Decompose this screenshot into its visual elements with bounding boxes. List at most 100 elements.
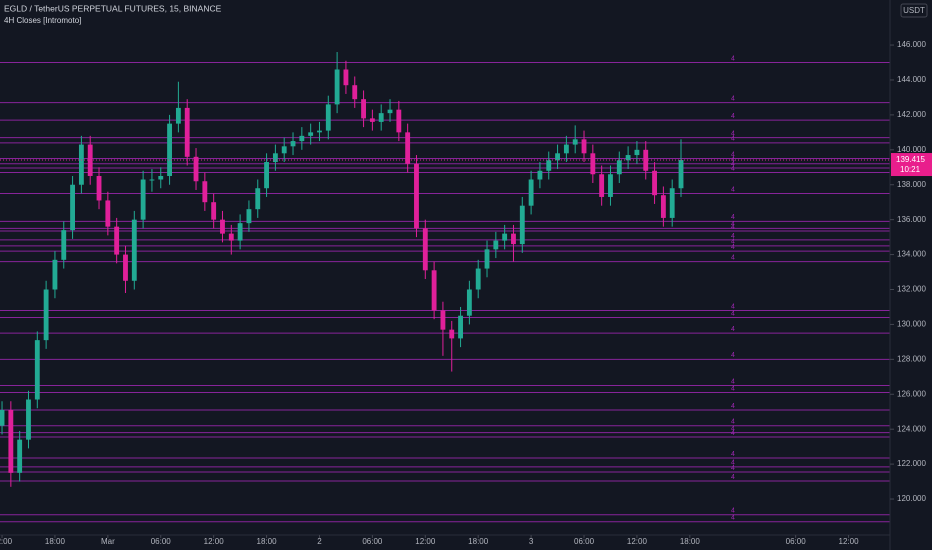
y-tick-label: 128.000 (897, 354, 926, 363)
level-label: 4 (731, 310, 735, 317)
candle-body (502, 233, 508, 241)
candle-body (202, 181, 208, 203)
y-tick-label: 138.000 (897, 180, 926, 189)
candle-body (608, 174, 613, 197)
level-label: 4 (731, 426, 735, 433)
candle-body (78, 144, 84, 185)
level-label: 4 (731, 326, 735, 333)
level-label: 4 (731, 55, 735, 62)
candle-body (184, 107, 190, 157)
level-label: 4 (731, 130, 735, 137)
level-label: 4 (731, 157, 735, 164)
x-tick-label: 18:00 (257, 537, 278, 546)
candle-body (211, 202, 217, 220)
candle-body (449, 329, 455, 339)
level-label: 4 (731, 385, 735, 392)
candle-body (237, 223, 243, 241)
candle-body (563, 144, 569, 154)
level-label: 4 (731, 465, 735, 472)
x-tick-label: 12:00 (839, 537, 860, 546)
x-tick-label: 18:00 (468, 537, 489, 546)
y-tick-label: 122.000 (897, 459, 926, 468)
candle-body (26, 399, 31, 440)
candle-body (369, 118, 375, 122)
candle-body (590, 153, 596, 175)
x-tick-label: 12:00 (415, 537, 436, 546)
plot-area: 444444444444444444444444444444444 (0, 52, 890, 523)
currency-button[interactable] (900, 3, 928, 18)
level-label: 4 (731, 161, 735, 168)
symbol-title: EGLD / TetherUS PERPETUAL FUTURES, 15, B… (4, 3, 222, 13)
x-tick-label: 18:00 (45, 537, 66, 546)
level-label: 4 (731, 96, 735, 103)
candle-body (228, 233, 234, 241)
candle-body (299, 135, 305, 142)
level-label: 4 (731, 224, 735, 231)
countdown-label: 10:21 (900, 165, 921, 174)
candle-body (396, 109, 402, 133)
candle-body (158, 176, 164, 180)
candle-body (440, 310, 446, 330)
y-tick-label: 142.000 (897, 110, 926, 119)
candle-body (378, 113, 384, 122)
candle-body (414, 163, 419, 229)
candle-body (599, 174, 605, 197)
candle-body (70, 184, 75, 231)
candle-body (466, 289, 472, 316)
candle-body (167, 123, 172, 177)
level-label: 4 (731, 221, 735, 228)
candle-body (220, 219, 225, 234)
level-label: 4 (731, 303, 735, 310)
candle-body (555, 153, 560, 161)
y-tick-label: 136.000 (897, 215, 926, 224)
x-tick-label: 3 (529, 537, 534, 546)
level-label: 4 (731, 403, 735, 410)
candle-body (123, 254, 128, 281)
level-label: 4 (731, 254, 735, 261)
candle-body (272, 153, 278, 163)
candle-body (175, 107, 181, 124)
candle-body (634, 149, 640, 156)
x-tick-label: 2 (317, 537, 322, 546)
x-tick-label: 06:00 (786, 537, 807, 546)
x-tick-label: 12:00 (0, 537, 13, 546)
candle-body (317, 130, 322, 133)
level-label: 4 (731, 165, 735, 172)
level-label: 4 (731, 136, 735, 143)
currency-label[interactable]: USDT (903, 6, 925, 15)
level-label: 4 (731, 474, 735, 481)
y-tick-label: 120.000 (897, 494, 926, 503)
level-label: 4 (731, 214, 735, 221)
candle-body (114, 226, 120, 255)
candle-body (193, 156, 199, 182)
candle-body (546, 160, 552, 171)
candle-body (325, 104, 331, 131)
candle-body (105, 200, 111, 227)
candle-body (652, 170, 657, 196)
candle-body (43, 289, 49, 341)
y-tick-label: 144.000 (897, 75, 926, 84)
level-label: 4 (731, 451, 735, 458)
candle-body (246, 209, 252, 224)
candle-body (572, 139, 578, 145)
candle-body (149, 179, 155, 181)
y-tick-label: 146.000 (897, 40, 926, 49)
level-label: 4 (731, 186, 735, 193)
last-price-box (891, 153, 932, 177)
candle-body (475, 268, 481, 290)
candle-body (537, 170, 543, 180)
candle-body (61, 230, 67, 260)
y-tick-label: 134.000 (897, 250, 926, 259)
y-tick-label: 126.000 (897, 389, 926, 398)
level-label: 4 (731, 113, 735, 120)
candle-body (660, 195, 666, 218)
candle-body (281, 146, 287, 154)
candle-body (343, 69, 349, 86)
candle-body (17, 439, 23, 473)
candle-body (581, 139, 587, 154)
candle-body (264, 162, 269, 189)
level-label: 4 (731, 378, 735, 385)
candle-body (140, 179, 146, 220)
